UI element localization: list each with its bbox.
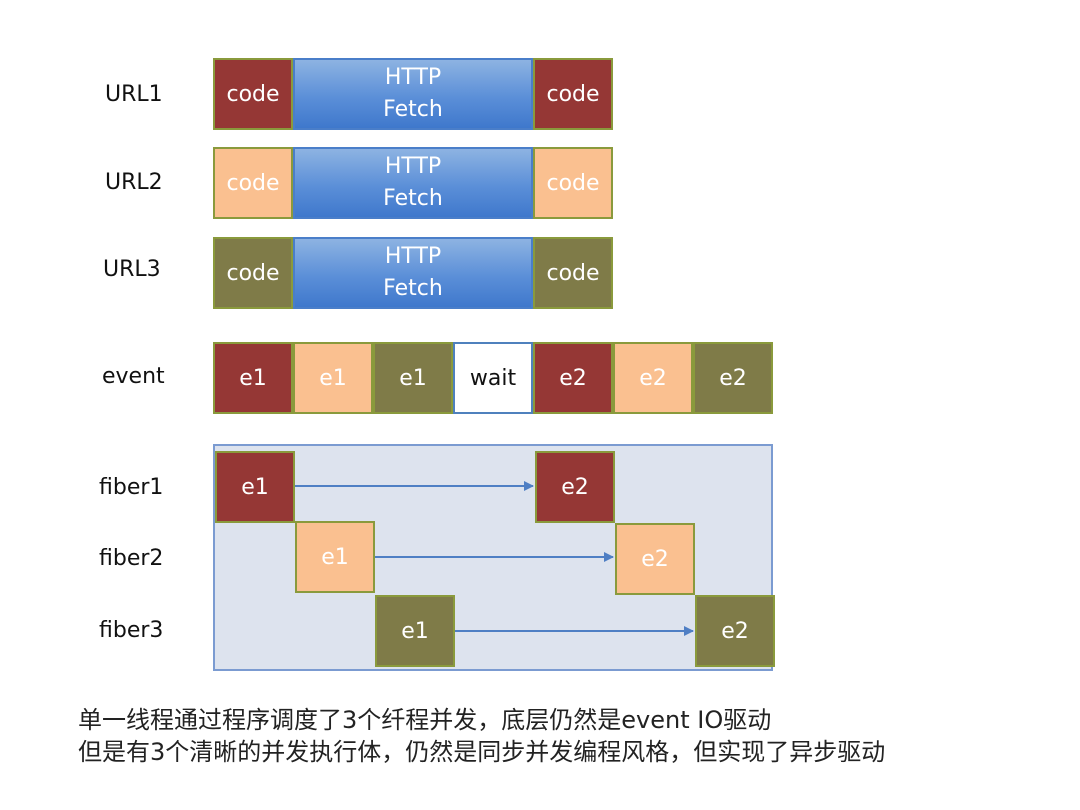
fiber1-end-e2: e2	[535, 451, 615, 523]
event-label: event	[102, 364, 165, 389]
event-cell-e1-url2: e1	[293, 342, 373, 414]
url2-timeline: code HTTP Fetch code	[213, 147, 613, 219]
url3-label: URL3	[103, 257, 161, 282]
url2-http-fetch: HTTP Fetch	[293, 147, 533, 219]
fiber3-end-e2: e2	[695, 595, 775, 667]
url3-fetch-label: Fetch	[383, 276, 443, 301]
event-cell-e1-url1: e1	[213, 342, 293, 414]
url2-code-start: code	[213, 147, 293, 219]
event-cell-e1-url3: e1	[373, 342, 453, 414]
url2-fetch-label: Fetch	[383, 186, 443, 211]
url2-label: URL2	[105, 170, 163, 195]
event-timeline: e1 e1 e1 wait e2 e2 e2	[213, 342, 773, 414]
url3-code-start: code	[213, 237, 293, 309]
fiber2-start-e1: e1	[295, 521, 375, 593]
fiber2-label: fiber2	[99, 546, 164, 571]
fiber-panel: e1 e2 e1 e2 e1 e2	[213, 444, 775, 671]
event-cell-e2-url2: e2	[613, 342, 693, 414]
caption-line-2: 但是有3个清晰的并发执行体，仍然是同步并发编程风格，但实现了异步驱动	[78, 738, 886, 766]
url2-code-end: code	[533, 147, 613, 219]
fiber1-label: fiber1	[99, 475, 164, 500]
url3-http-fetch: HTTP Fetch	[293, 237, 533, 309]
event-cell-e2-url1: e2	[533, 342, 613, 414]
fiber-arrows	[295, 481, 694, 636]
fiber2-end-e2: e2	[615, 523, 695, 595]
url1-http-fetch: HTTP Fetch	[293, 58, 533, 130]
fiber3-start-e1: e1	[375, 595, 455, 667]
fiber1-start-e1: e1	[215, 451, 295, 523]
url3-timeline: code HTTP Fetch code	[213, 237, 613, 309]
url1-label: URL1	[105, 82, 163, 107]
url3-http-label: HTTP	[384, 244, 442, 269]
caption-line-1: 单一线程通过程序调度了3个纤程并发，底层仍然是event IO驱动	[78, 706, 772, 734]
url2-http-label: HTTP	[384, 154, 442, 179]
url1-fetch-label: Fetch	[383, 97, 443, 122]
url1-code-start: code	[213, 58, 293, 130]
url1-http-label: HTTP	[384, 65, 442, 90]
fiber3-label: fiber3	[99, 618, 164, 643]
event-cell-e2-url3: e2	[693, 342, 773, 414]
event-cell-wait: wait	[453, 342, 533, 414]
url1-timeline: code HTTP Fetch code	[213, 58, 613, 130]
url3-code-end: code	[533, 237, 613, 309]
url1-code-end: code	[533, 58, 613, 130]
